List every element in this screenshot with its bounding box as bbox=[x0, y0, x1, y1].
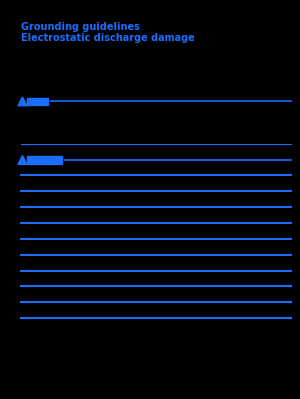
Bar bbox=[27, 156, 62, 164]
Polygon shape bbox=[18, 156, 27, 164]
Text: Electrostatic discharge damage: Electrostatic discharge damage bbox=[21, 33, 195, 43]
Text: Grounding guidelines: Grounding guidelines bbox=[21, 22, 140, 32]
Bar bbox=[27, 98, 48, 105]
Polygon shape bbox=[18, 97, 27, 106]
